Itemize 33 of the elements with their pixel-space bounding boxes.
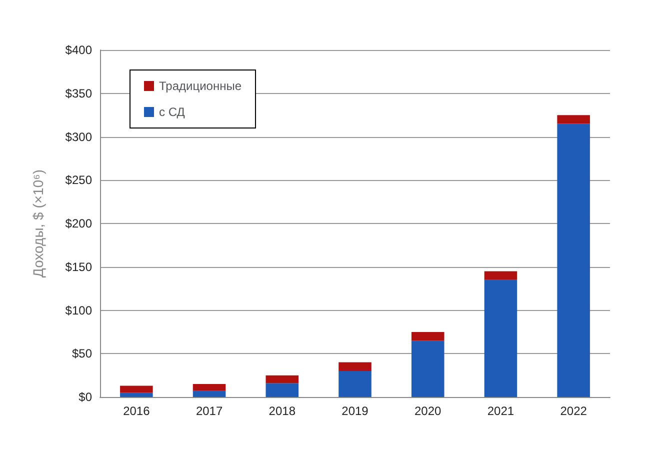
- y-tick-label: $100: [65, 303, 92, 318]
- bar: [266, 383, 299, 397]
- bar: [120, 386, 153, 393]
- x-tick-label: 2021: [487, 404, 514, 418]
- bar: [266, 375, 299, 384]
- x-tick-label: 2017: [196, 404, 223, 418]
- bar: [192, 384, 226, 391]
- x-tick-label: 2018: [268, 404, 296, 418]
- legend-label: с СД: [159, 105, 185, 119]
- y-tick-label: $0: [78, 390, 92, 404]
- bar: [192, 390, 226, 397]
- y-tick-label: $50: [72, 346, 92, 361]
- y-tick-label: $400: [65, 43, 92, 57]
- bar: [557, 115, 590, 124]
- bar: [411, 332, 444, 341]
- bar: [338, 362, 372, 371]
- bar: [484, 280, 518, 397]
- bar: [484, 271, 518, 280]
- bar: [120, 392, 153, 397]
- legend-label: Традиционные: [159, 79, 242, 93]
- y-tick-label: $200: [65, 216, 92, 230]
- bar: [557, 124, 590, 397]
- bar: [411, 340, 444, 397]
- y-tick-label: $250: [65, 173, 92, 188]
- x-tick-label: 2019: [342, 404, 369, 418]
- bar: [338, 370, 372, 397]
- y-tick-label: $300: [65, 130, 92, 144]
- x-tick-label: 2016: [123, 404, 150, 418]
- x-tick-label: 2022: [560, 404, 588, 418]
- y-tick-label: $150: [65, 260, 92, 274]
- y-axis-title: Доходы, $ (×10⁶): [30, 169, 46, 278]
- y-tick-label: $350: [65, 86, 92, 100]
- x-tick-label: 2020: [414, 404, 442, 418]
